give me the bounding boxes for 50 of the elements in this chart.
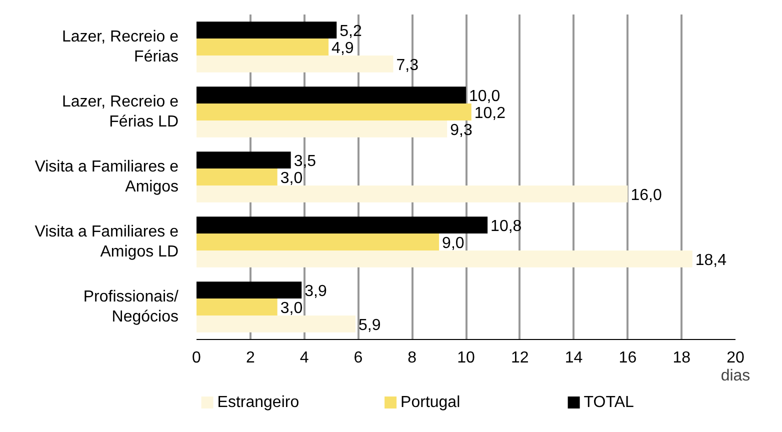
data-label: 3,0 — [280, 300, 303, 317]
x-tick-label: 20 — [726, 350, 744, 366]
y-tick-label: Lazer, Recreio e Férias — [62, 28, 179, 66]
y-tick-label: Profissionais/ Negócios — [83, 288, 180, 326]
y-tick-label: Visita a Familiares e Amigos LD — [34, 223, 179, 261]
x-tick-label: 8 — [408, 350, 417, 366]
data-label: 10,2 — [474, 105, 506, 122]
x-tick-label: 10 — [457, 350, 475, 366]
data-label: 18,4 — [695, 252, 727, 269]
bar — [196, 298, 278, 316]
data-label: 3,0 — [280, 170, 303, 187]
data-label: 7,3 — [396, 56, 419, 74]
data-label: 3,9 — [304, 283, 327, 300]
bar — [196, 185, 628, 202]
data-label: 16,0 — [630, 186, 662, 204]
data-label: 10,8 — [490, 218, 522, 236]
legend-label: Portugal — [400, 394, 460, 411]
bar — [196, 152, 291, 169]
data-label: 3,5 — [294, 153, 316, 170]
bar — [196, 250, 692, 268]
bar — [196, 216, 488, 234]
x-tick-label: 0 — [192, 350, 202, 366]
data-label: 9,0 — [442, 235, 464, 252]
x-tick-label: 4 — [300, 350, 309, 366]
bar — [196, 22, 337, 39]
bar — [196, 104, 472, 120]
x-tick-label: 16 — [618, 350, 637, 366]
legend-label: Estrangeiro — [217, 394, 300, 411]
bar — [196, 86, 466, 104]
data-label: 5,2 — [340, 23, 362, 40]
data-label: 4,9 — [332, 40, 354, 57]
bar — [196, 168, 278, 186]
bar — [196, 315, 356, 332]
x-tick-label: 14 — [564, 350, 583, 366]
x-tick-label: 12 — [511, 350, 529, 366]
data-label: 9,3 — [450, 122, 472, 139]
data-label: 10,0 — [469, 88, 500, 106]
bar — [196, 38, 329, 56]
y-tick-label: Visita a Familiares e Amigos — [34, 158, 179, 196]
bar — [196, 234, 440, 250]
bar — [196, 120, 448, 138]
y-tick-label: Lazer, Recreio e Férias LD — [62, 93, 179, 131]
bar — [196, 55, 394, 72]
legend-label: TOTAL — [584, 394, 634, 411]
x-axis-title: dias — [720, 368, 750, 384]
bar — [196, 282, 302, 299]
x-tick-label: 6 — [354, 350, 363, 366]
x-tick-label: 2 — [246, 350, 255, 366]
x-tick-label: 18 — [672, 350, 691, 366]
data-label: 5,9 — [358, 316, 381, 334]
